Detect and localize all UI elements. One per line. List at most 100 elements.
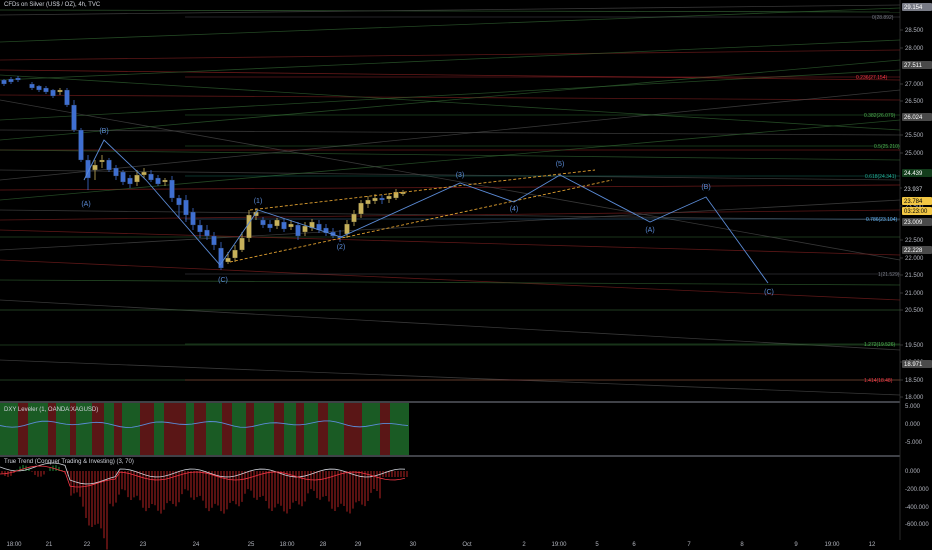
time-axis-label: 28 (320, 542, 327, 548)
price-badge-label: 23.009 (904, 220, 923, 226)
indicator2-tick-label: -400.000 (905, 505, 929, 511)
candle-body (358, 202, 364, 215)
trend-line (0, 229, 901, 256)
wave-label: (2) (337, 244, 346, 251)
fib-level-label: 1(21.529) (878, 272, 900, 278)
trend-line (0, 129, 901, 136)
time-axis-label: 9 (794, 542, 798, 548)
indicator1-band (318, 403, 328, 455)
price-badge-label: 29.154 (904, 5, 923, 11)
indicator2-tick-label: -200.000 (905, 487, 929, 493)
trend-line (0, 169, 901, 181)
price-badge-label: 26.024 (904, 115, 923, 121)
price-tick-label: 21.000 (905, 291, 924, 297)
fib-level-label: 1.272(19.526) (864, 342, 895, 348)
indicator1-tick-label: 5.000 (905, 404, 921, 410)
candle-body (50, 89, 56, 97)
candle-body (323, 227, 329, 234)
trend-line (0, 119, 901, 201)
price-tick-label: 18.000 (905, 395, 924, 401)
indicator2-signal-line (0, 465, 406, 488)
indicator1-band (246, 403, 254, 455)
candle-body (148, 173, 154, 181)
indicator1-band (296, 403, 304, 455)
candle-body (267, 223, 273, 229)
price-badge (902, 360, 932, 368)
price-badge (902, 113, 932, 121)
candle-body (295, 224, 301, 237)
indicator1-band (56, 403, 70, 455)
indicator2-line (0, 462, 406, 485)
indicator1-band (206, 403, 222, 455)
indicator1-tick-label: 0.000 (905, 422, 921, 428)
trend-line (0, 299, 901, 351)
indicator1-band (390, 403, 409, 455)
time-axis-label: 6 (632, 542, 636, 548)
candle-body (211, 235, 217, 246)
candle-body (183, 199, 189, 216)
trend-line (0, 4, 901, 16)
candle-body (99, 159, 105, 163)
candle-body (36, 85, 42, 91)
trend-line (0, 279, 901, 286)
trend-line (0, 199, 901, 251)
wave-label: (A) (645, 227, 654, 234)
indicator1-line (0, 420, 409, 428)
fib-level-label: 0.5(25.210) (874, 144, 900, 150)
trend-line (0, 69, 901, 81)
indicator1-band (362, 403, 380, 455)
price-badge (902, 3, 932, 11)
candle-body (64, 89, 70, 106)
fib-level-label: 0.236(27.154) (856, 75, 887, 81)
indicator1-band (70, 403, 76, 455)
candle-body (85, 159, 91, 179)
indicator1-band (254, 403, 274, 455)
candle-body (106, 159, 112, 171)
indicator1-band (28, 403, 48, 455)
price-badge (902, 207, 932, 215)
price-tick-label: 28.500 (905, 28, 924, 34)
price-badge-label: 03:23:00 (904, 209, 928, 215)
trend-line (0, 74, 901, 131)
price-tick-label: 25.500 (905, 133, 924, 139)
candle-body (281, 221, 287, 230)
symbol-title: CFDs on Silver (US$ / OZ), 4h, TVC (4, 2, 101, 8)
price-badge (902, 246, 932, 254)
trend-line (0, 7, 901, 43)
time-axis-label: 7 (687, 542, 691, 548)
indicator2-tick-label: 0.000 (905, 469, 921, 475)
price-tick-label: 21.500 (905, 273, 924, 279)
candle-body (393, 191, 399, 199)
indicator1-band (232, 403, 246, 455)
candle-body (225, 257, 231, 263)
indicator1-band (104, 403, 114, 455)
fib-channel-line (249, 169, 596, 211)
fib-channel-line (229, 179, 613, 263)
candle-body (43, 87, 49, 93)
price-tick-label: 20.500 (905, 308, 924, 314)
indicator1-band (140, 403, 154, 455)
indicator1-band (328, 403, 344, 455)
time-axis-label: 30 (410, 542, 417, 548)
price-badge-label: 27.511 (904, 63, 923, 69)
trend-line (0, 49, 901, 61)
trend-line (0, 69, 901, 121)
indicator1-band (304, 403, 318, 455)
candle-body (155, 177, 161, 185)
indicator1-band (114, 403, 122, 455)
fib-level-label: 0.382(26.079) (864, 113, 895, 119)
price-tick-label: 28.000 (905, 46, 924, 52)
candle-body (127, 177, 133, 185)
indicator2-title: True Trend (Conquer Trading & Investing)… (4, 459, 134, 465)
candle-body (1, 79, 7, 85)
candle-body (71, 104, 77, 131)
candle-body (92, 164, 98, 171)
candle-body (15, 77, 21, 81)
time-axis-label: 5 (595, 542, 599, 548)
price-badge (902, 185, 932, 193)
indicator1-band (92, 403, 104, 455)
candle-body (57, 89, 63, 93)
candle-body (302, 225, 308, 233)
candle-body (197, 224, 203, 233)
